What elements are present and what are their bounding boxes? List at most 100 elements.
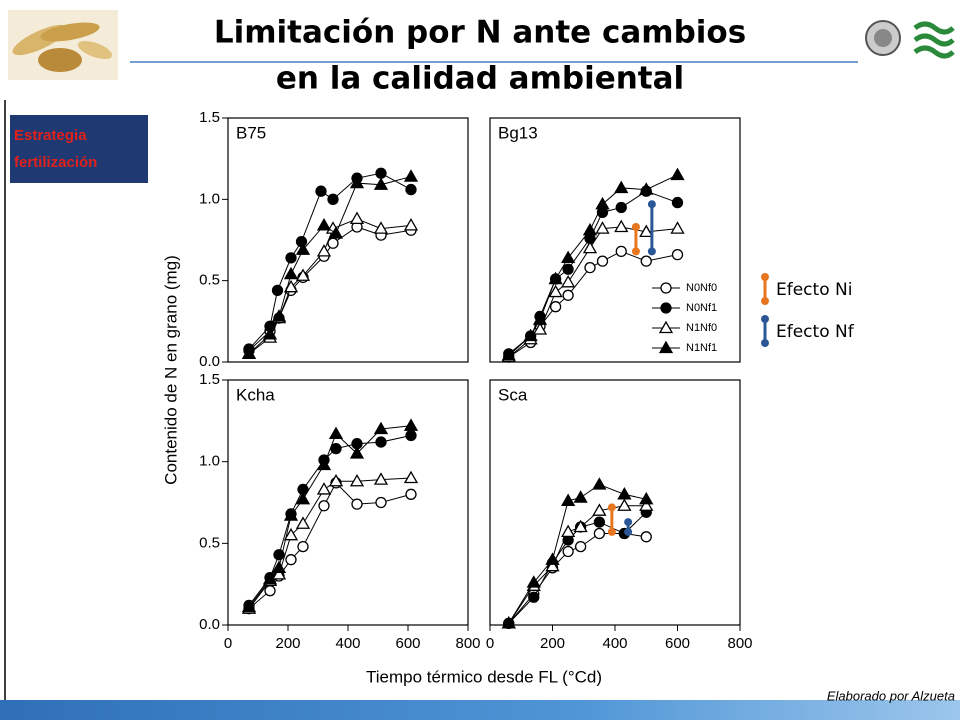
data-point <box>562 545 574 558</box>
series-line <box>508 483 647 624</box>
data-point <box>562 263 574 275</box>
data-point <box>561 493 576 507</box>
effect-end <box>631 222 640 231</box>
side-box-text: fertilización <box>14 154 97 171</box>
data-point <box>349 175 365 189</box>
data-point <box>639 224 654 238</box>
panel-frame <box>227 117 469 363</box>
y-tick-label: 0.5 <box>199 272 220 289</box>
data-point <box>349 211 365 225</box>
effect-end <box>631 247 640 256</box>
data-point <box>548 284 563 298</box>
data-point <box>501 616 516 629</box>
panel-frame <box>489 117 741 363</box>
data-point <box>548 271 563 285</box>
legend-marker <box>658 320 674 334</box>
data-point <box>262 571 278 585</box>
panel-title: B75 <box>236 123 266 142</box>
x-axis-label: Tiempo térmico desde FL (°Cd) <box>366 667 602 686</box>
data-point <box>328 426 344 440</box>
effect-end <box>624 518 633 527</box>
y-tick-label: 0.5 <box>199 534 220 551</box>
series-line <box>508 174 678 356</box>
legend-label: N0Nf1 <box>686 302 717 314</box>
data-point <box>241 346 257 360</box>
data-point <box>283 527 299 541</box>
data-point <box>639 491 654 505</box>
data-point <box>328 473 344 487</box>
data-point <box>561 274 576 288</box>
effect-legend-end <box>761 273 769 281</box>
effect-legend-label: Efecto Ni <box>776 280 852 300</box>
x-tick-label: 600 <box>395 635 420 652</box>
data-point <box>523 328 538 342</box>
data-point <box>592 503 607 516</box>
series-line <box>508 190 678 355</box>
data-point <box>671 248 684 261</box>
data-point <box>375 496 387 509</box>
legend-label: N1Nf1 <box>686 342 717 354</box>
data-point <box>528 591 540 603</box>
data-point <box>615 245 627 258</box>
y-tick-label: 1.0 <box>199 190 220 207</box>
x-tick-label: 400 <box>602 635 627 652</box>
data-point <box>283 508 299 521</box>
data-point <box>330 442 342 455</box>
data-point <box>373 221 389 234</box>
effect-legend-label: Efecto Nf <box>776 322 855 342</box>
data-point <box>285 252 297 264</box>
data-point <box>349 473 365 487</box>
legend-label: N1Nf0 <box>686 322 717 334</box>
panel-title: Bg13 <box>498 123 538 142</box>
data-point <box>271 309 287 322</box>
data-point <box>562 289 574 301</box>
footer-band <box>0 700 960 720</box>
data-point <box>545 552 560 565</box>
data-point <box>549 301 562 313</box>
data-point <box>403 169 419 182</box>
data-point <box>617 487 632 500</box>
data-point <box>595 196 610 210</box>
data-point <box>593 527 606 540</box>
data-point <box>375 167 387 179</box>
data-point <box>375 436 387 448</box>
data-point <box>617 498 632 511</box>
data-point <box>403 470 419 484</box>
y-tick-label: 0.0 <box>199 353 220 370</box>
data-point <box>351 498 363 510</box>
panel-frame <box>489 379 741 626</box>
data-point <box>614 180 629 194</box>
x-tick-label: 200 <box>540 635 565 652</box>
data-point <box>316 457 332 471</box>
x-tick-label: 400 <box>335 635 360 652</box>
data-point <box>582 222 598 236</box>
x-tick-label: 200 <box>275 635 300 652</box>
data-point <box>403 218 419 231</box>
data-point <box>349 446 365 459</box>
data-point <box>670 167 685 181</box>
data-point <box>545 558 560 572</box>
x-tick-label: 0 <box>224 635 232 652</box>
side-box <box>10 115 148 183</box>
data-point <box>373 472 389 485</box>
legend-label: N0Nf0 <box>686 282 717 294</box>
data-point <box>501 348 516 361</box>
x-tick-label: 0 <box>486 635 494 652</box>
data-point <box>561 250 576 264</box>
effect-legend-end <box>761 339 769 347</box>
x-tick-label: 800 <box>727 635 752 652</box>
data-point <box>596 255 609 267</box>
data-point <box>327 193 339 205</box>
data-point <box>405 429 417 442</box>
series-line <box>248 425 412 608</box>
data-point <box>573 490 588 503</box>
data-point <box>405 183 417 196</box>
data-point <box>405 488 417 500</box>
data-point <box>295 491 311 505</box>
effect-legend-end <box>761 315 769 323</box>
legend-marker <box>660 302 672 314</box>
data-point <box>264 585 276 597</box>
data-point <box>592 477 607 490</box>
data-point <box>271 567 287 580</box>
series-line <box>248 218 412 355</box>
